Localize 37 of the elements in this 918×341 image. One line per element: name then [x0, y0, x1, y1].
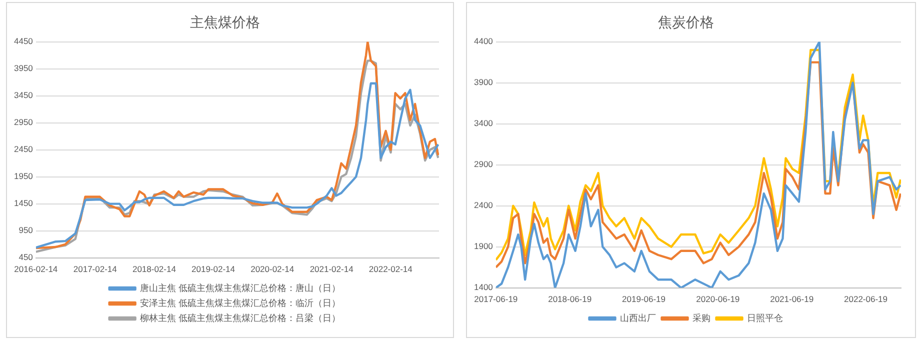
legend-label: 唐山主焦 低硫主焦煤主焦煤汇总价格：唐山（日） [140, 282, 341, 294]
y-tick-label: 3900 [474, 77, 494, 88]
y-tick-label: 3450 [14, 90, 34, 100]
y-tick-label: 4450 [14, 36, 34, 46]
x-tick-label: 2019-06-19 [622, 294, 666, 304]
x-tick-label: 2018-06-19 [548, 294, 592, 304]
y-tick-label: 450 [18, 252, 34, 262]
x-tick-label: 2020-02-14 [250, 264, 294, 274]
y-tick-label: 1450 [14, 198, 34, 208]
legend-label: 采购 [692, 312, 710, 324]
y-tick-label: 950 [18, 225, 34, 236]
y-tick-label: 2450 [14, 144, 34, 154]
x-tick-label: 2022-02-14 [368, 264, 413, 274]
legend-label: 安泽主焦 低硫主焦煤主焦煤汇总价格：临沂（日） [140, 298, 341, 309]
x-tick-label: 2018-02-14 [132, 264, 176, 274]
x-tick-label: 2020-06-19 [696, 294, 740, 304]
y-tick-label: 2950 [14, 117, 34, 128]
chart-title: 焦炭价格 [658, 15, 714, 32]
legend-label: 日照平仓 [746, 312, 783, 324]
y-tick-label: 2900 [474, 159, 494, 170]
y-tick-label: 3400 [474, 118, 494, 128]
y-tick-label: 2400 [474, 200, 494, 210]
y-tick-label: 3950 [14, 63, 34, 74]
x-tick-label: 2019-02-14 [192, 264, 236, 274]
x-tick-label: 2021-06-19 [770, 294, 814, 304]
x-tick-label: 2022-06-19 [844, 294, 888, 304]
x-tick-label: 2016-02-14 [14, 264, 58, 274]
chart-title: 主焦煤价格 [190, 15, 260, 32]
legend-label: 山西出厂 [620, 312, 656, 324]
y-tick-label: 1900 [474, 241, 494, 252]
y-tick-label: 4400 [474, 36, 494, 46]
legend-label: 柳林主焦 低硫主焦煤主焦煤汇总价格：吕梁（日） [140, 312, 341, 324]
y-tick-label: 1950 [14, 171, 34, 182]
x-tick-label: 2021-02-14 [310, 264, 354, 274]
x-tick-label: 2017-02-14 [73, 264, 118, 274]
y-tick-label: 1400 [474, 282, 494, 292]
x-tick-label: 2017-06-19 [474, 294, 518, 304]
